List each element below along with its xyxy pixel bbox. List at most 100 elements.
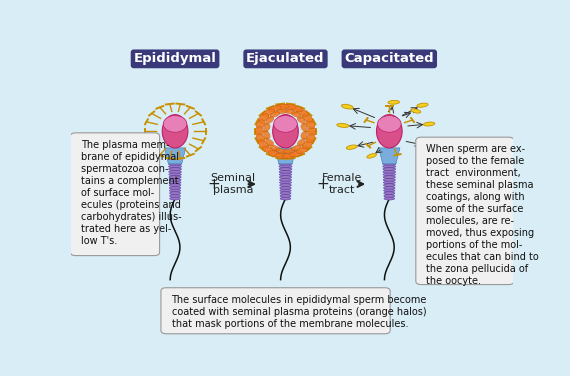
Ellipse shape — [280, 184, 291, 186]
Ellipse shape — [383, 176, 396, 179]
Ellipse shape — [169, 162, 182, 165]
FancyBboxPatch shape — [70, 133, 160, 256]
Ellipse shape — [377, 115, 402, 148]
Ellipse shape — [279, 173, 292, 176]
Ellipse shape — [337, 123, 349, 127]
Ellipse shape — [384, 181, 395, 184]
Ellipse shape — [388, 100, 400, 104]
Ellipse shape — [290, 106, 303, 112]
Ellipse shape — [169, 176, 181, 179]
Ellipse shape — [280, 181, 291, 184]
Ellipse shape — [279, 168, 292, 171]
Ellipse shape — [297, 117, 306, 123]
Ellipse shape — [170, 197, 180, 200]
Ellipse shape — [266, 139, 274, 146]
Text: Ejaculated: Ejaculated — [246, 52, 325, 65]
Ellipse shape — [169, 178, 181, 181]
Text: +: + — [207, 177, 221, 192]
Ellipse shape — [341, 104, 353, 109]
Ellipse shape — [169, 170, 181, 173]
Ellipse shape — [282, 153, 296, 158]
Ellipse shape — [279, 162, 292, 165]
Ellipse shape — [169, 192, 181, 195]
Ellipse shape — [255, 127, 263, 136]
Ellipse shape — [367, 153, 376, 158]
Ellipse shape — [169, 186, 181, 190]
Ellipse shape — [274, 115, 298, 132]
Ellipse shape — [276, 149, 287, 153]
Ellipse shape — [411, 109, 421, 113]
Ellipse shape — [302, 141, 312, 149]
Polygon shape — [165, 148, 186, 164]
Ellipse shape — [384, 194, 394, 197]
Ellipse shape — [263, 109, 274, 116]
Ellipse shape — [169, 184, 181, 186]
Ellipse shape — [302, 114, 312, 122]
Ellipse shape — [270, 145, 280, 151]
Ellipse shape — [308, 127, 316, 136]
Ellipse shape — [169, 168, 181, 171]
Ellipse shape — [263, 146, 274, 153]
Text: Seminal
plasma: Seminal plasma — [210, 173, 255, 195]
Ellipse shape — [280, 194, 291, 197]
Polygon shape — [378, 148, 400, 164]
Ellipse shape — [384, 184, 395, 186]
Ellipse shape — [272, 115, 298, 148]
Ellipse shape — [169, 165, 182, 168]
Ellipse shape — [383, 173, 396, 176]
Ellipse shape — [258, 114, 268, 122]
Ellipse shape — [384, 186, 395, 190]
Ellipse shape — [264, 124, 270, 131]
FancyBboxPatch shape — [161, 288, 390, 334]
Ellipse shape — [384, 192, 395, 195]
Text: Epididymal: Epididymal — [133, 52, 217, 65]
Ellipse shape — [276, 109, 287, 114]
Ellipse shape — [291, 112, 301, 117]
Ellipse shape — [275, 153, 289, 158]
Ellipse shape — [256, 134, 265, 143]
Ellipse shape — [280, 186, 291, 190]
Text: The surface molecules in epididymal sperm become
coated with seminal plasma prot: The surface molecules in epididymal sper… — [172, 295, 427, 329]
Ellipse shape — [382, 162, 396, 165]
Ellipse shape — [306, 120, 315, 129]
Ellipse shape — [275, 104, 289, 109]
Ellipse shape — [384, 189, 395, 192]
Ellipse shape — [279, 176, 292, 179]
Ellipse shape — [306, 134, 315, 143]
Ellipse shape — [301, 124, 307, 131]
Ellipse shape — [266, 117, 274, 123]
Ellipse shape — [268, 151, 282, 157]
Ellipse shape — [421, 144, 433, 148]
Text: The plasma mem-
brane of epididymal
spermatozoa con-
tains a complement
of surfa: The plasma mem- brane of epididymal sper… — [81, 140, 182, 246]
Ellipse shape — [170, 194, 181, 197]
Ellipse shape — [383, 170, 396, 173]
Ellipse shape — [280, 192, 291, 195]
Ellipse shape — [268, 106, 282, 112]
Text: Female
tract: Female tract — [322, 173, 362, 195]
Ellipse shape — [264, 132, 270, 139]
Ellipse shape — [169, 189, 181, 192]
Ellipse shape — [270, 112, 280, 117]
Ellipse shape — [424, 122, 435, 126]
Ellipse shape — [296, 146, 308, 153]
Ellipse shape — [279, 170, 292, 173]
Ellipse shape — [280, 189, 291, 192]
Ellipse shape — [169, 173, 181, 176]
Ellipse shape — [279, 165, 292, 168]
Ellipse shape — [279, 178, 291, 181]
Ellipse shape — [383, 165, 396, 168]
Text: +: + — [317, 177, 329, 192]
Ellipse shape — [258, 141, 268, 149]
Ellipse shape — [283, 149, 295, 153]
Text: Capacitated: Capacitated — [344, 52, 434, 65]
Ellipse shape — [280, 197, 291, 200]
Ellipse shape — [297, 139, 306, 146]
Ellipse shape — [384, 197, 394, 200]
Ellipse shape — [383, 168, 396, 171]
Ellipse shape — [169, 181, 181, 184]
Polygon shape — [275, 148, 296, 164]
Ellipse shape — [383, 178, 396, 181]
Ellipse shape — [291, 145, 301, 151]
Ellipse shape — [283, 109, 295, 114]
Ellipse shape — [417, 103, 428, 107]
